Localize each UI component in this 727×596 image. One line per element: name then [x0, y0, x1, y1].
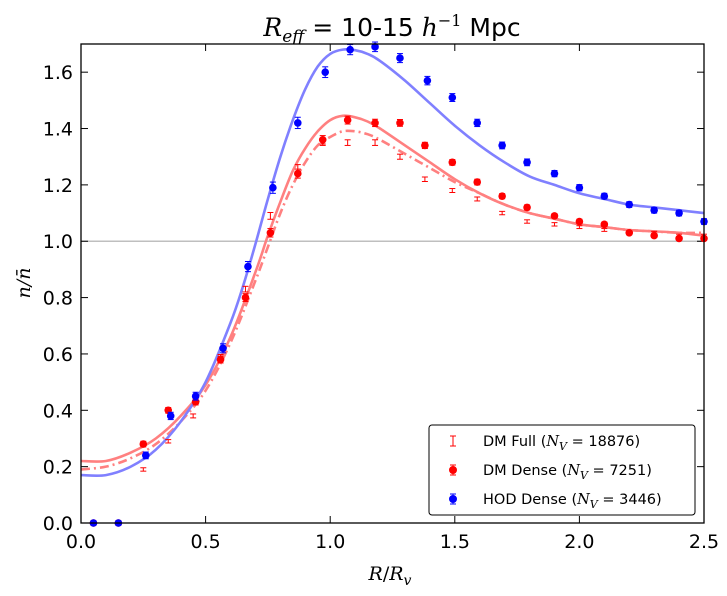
- data-point: [550, 212, 559, 220]
- y-tick-label: 1.6: [43, 62, 73, 84]
- data-point: [473, 178, 482, 186]
- legend-label: HOD Dense (NV = 3446): [483, 492, 662, 511]
- data-point: [396, 53, 404, 64]
- data-point: [524, 219, 531, 224]
- data-point: [423, 75, 432, 86]
- data-point: [575, 183, 584, 192]
- data-point: [600, 220, 609, 229]
- data-point: [421, 141, 429, 150]
- data-point: [372, 139, 379, 146]
- title-h: h: [422, 13, 438, 42]
- data-point: [244, 261, 252, 273]
- data-point: [269, 181, 277, 194]
- data-point: [498, 192, 506, 200]
- data-point: [551, 222, 558, 227]
- data-point: [523, 158, 531, 167]
- data-point: [421, 176, 428, 183]
- data-point: [216, 355, 225, 364]
- data-point: [473, 118, 482, 128]
- x-tick-label: 0.5: [190, 531, 220, 553]
- data-point: [600, 192, 609, 200]
- data-point: [344, 139, 351, 146]
- data-point: [625, 228, 634, 237]
- x-axis-label: R/Rv: [368, 563, 412, 589]
- data-point: [241, 293, 250, 303]
- y-tick-label: 0.4: [43, 400, 73, 422]
- title-range: = 10-15: [304, 13, 421, 42]
- data-points: [89, 41, 708, 527]
- y-tick-label: 0.0: [43, 513, 73, 535]
- data-point: [601, 228, 608, 232]
- x-tick-label: 1.0: [315, 531, 345, 553]
- data-point: [267, 211, 274, 220]
- data-point: [343, 115, 352, 125]
- x-tick-label: 2.0: [564, 531, 594, 553]
- plot-border: [80, 43, 705, 524]
- data-point: [474, 196, 481, 202]
- data-point: [499, 210, 506, 216]
- title-r-sub: eff: [282, 27, 307, 47]
- tick-labels: 0.0 0.5 1.0 1.5 2.0 2.5 0.0 0.2 0.4 0.6 0.8 1.0 1.2 1…: [43, 62, 719, 553]
- data-point: [523, 203, 531, 212]
- legend-item: HOD Dense (NV = 3446): [449, 492, 662, 511]
- data-point: [448, 158, 457, 167]
- data-point: [266, 228, 275, 238]
- data-point: [371, 118, 379, 128]
- chart-title: Reff = 10-15 h−1 Mpc: [262, 11, 520, 47]
- data-point: [190, 413, 197, 419]
- data-point: [346, 44, 354, 56]
- data-point: [321, 66, 330, 79]
- data-point: [242, 285, 249, 293]
- title-r: R: [262, 13, 282, 42]
- data-point: [191, 391, 200, 401]
- data-point: [575, 217, 584, 226]
- data-point: [294, 116, 302, 130]
- data-point: [139, 440, 148, 448]
- y-tick-label: 1.0: [43, 231, 73, 253]
- data-point: [650, 231, 658, 240]
- data-point: [498, 141, 506, 150]
- y-tick-label: 0.8: [43, 288, 73, 310]
- data-point: [141, 451, 150, 460]
- x-tick-label: 2.5: [689, 531, 719, 553]
- data-point: [318, 135, 327, 145]
- legend-label: DM Full (NV = 18876): [483, 434, 640, 453]
- title-unit: Mpc: [461, 13, 520, 42]
- data-point: [294, 168, 302, 179]
- y-tick-label: 0.2: [43, 457, 73, 479]
- legend: DM Full (NV = 18876) DM Dense (NV = 7251)…: [428, 424, 696, 516]
- title-h-exp: −1: [438, 11, 462, 30]
- data-point: [650, 206, 658, 215]
- data-point: [625, 200, 634, 209]
- data-point: [675, 234, 683, 243]
- data-point: [219, 343, 227, 354]
- data-point: [675, 209, 683, 217]
- data-point: [166, 411, 175, 421]
- y-tick-label: 0.6: [43, 344, 73, 366]
- y-axis-label: n/n̄: [13, 268, 35, 299]
- legend-item: DM Dense (NV = 7251): [449, 463, 652, 482]
- data-point: [448, 93, 457, 102]
- legend-box: [428, 424, 696, 516]
- data-point: [449, 188, 456, 193]
- data-point: [165, 439, 172, 444]
- y-tick-label: 1.4: [43, 119, 73, 141]
- data-point: [576, 225, 583, 230]
- data-point: [396, 153, 403, 160]
- y-tick-label: 1.2: [43, 175, 73, 197]
- x-tick-label: 0.0: [66, 531, 96, 553]
- data-point: [396, 119, 404, 127]
- data-point: [140, 467, 147, 472]
- x-tick-label: 1.5: [440, 531, 470, 553]
- legend-item: DM Full (NV = 18876): [450, 434, 640, 453]
- data-point: [550, 169, 559, 178]
- legend-label: DM Dense (NV = 7251): [483, 463, 652, 482]
